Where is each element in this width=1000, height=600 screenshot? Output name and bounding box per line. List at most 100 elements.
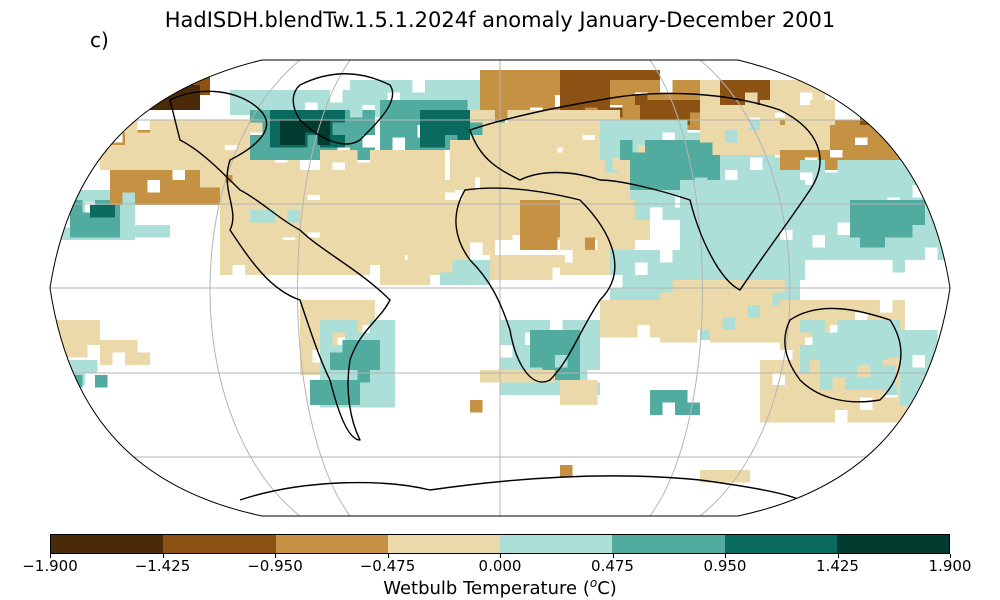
grid-cell — [582, 110, 595, 123]
grid-cell — [732, 80, 745, 93]
grid-cell — [342, 352, 355, 365]
grid-cell — [122, 167, 135, 180]
grid-cell — [347, 392, 360, 405]
grid-cell — [780, 300, 793, 313]
grid-cell — [85, 190, 98, 203]
grid-cell — [330, 352, 343, 365]
grid-cell — [900, 247, 913, 260]
grid-cell — [825, 247, 838, 260]
grid-cell — [750, 265, 763, 278]
grid-cell — [882, 365, 895, 378]
grid-cell — [420, 122, 433, 135]
grid-cell — [332, 175, 345, 188]
grid-cell — [570, 122, 583, 135]
grid-cell — [250, 147, 263, 160]
grid-cell — [610, 250, 623, 263]
grid-cell — [850, 200, 863, 213]
grid-cell — [812, 80, 825, 93]
grid-cell — [187, 97, 200, 110]
grid-cell — [517, 185, 530, 198]
grid-cell — [695, 152, 708, 165]
grid-cell — [760, 397, 773, 410]
grid-cell — [685, 330, 698, 343]
grid-cell — [850, 247, 863, 260]
grid-cell — [540, 267, 553, 280]
grid-cell — [710, 305, 723, 318]
grid-cell — [345, 162, 358, 175]
grid-cell — [775, 170, 788, 183]
grid-cell — [375, 80, 388, 93]
grid-cell — [785, 125, 798, 138]
grid-cell — [325, 300, 338, 313]
grid-cell — [810, 360, 823, 373]
panel-label: c) — [90, 28, 109, 52]
grid-cell — [310, 380, 323, 393]
grid-cell — [730, 205, 743, 218]
grid-cell — [292, 120, 305, 133]
grid-cell — [592, 185, 605, 198]
grid-cell — [367, 240, 380, 253]
grid-cell — [875, 247, 888, 260]
grid-cell — [665, 100, 678, 113]
grid-cell — [380, 125, 393, 138]
anomaly-map — [49, 59, 951, 517]
grid-cell — [792, 180, 805, 193]
grid-cell — [745, 80, 758, 93]
grid-cell — [635, 250, 648, 263]
grid-cell — [572, 262, 585, 275]
grid-cell — [800, 160, 813, 173]
grid-cell — [610, 212, 623, 225]
grid-cell — [632, 177, 645, 190]
grid-cell — [125, 80, 138, 93]
grid-cell — [280, 90, 293, 103]
grid-cell — [857, 340, 870, 353]
grid-cell — [855, 300, 868, 313]
grid-cell — [335, 392, 348, 405]
grid-cell — [850, 185, 863, 198]
grid-cell — [545, 237, 558, 250]
grid-cell — [610, 262, 623, 275]
grid-cell — [245, 182, 258, 195]
grid-cell — [172, 180, 185, 193]
grid-cell — [380, 260, 393, 273]
colorbar-tick-label: 1.425 — [816, 557, 859, 575]
grid-cell — [625, 120, 638, 133]
grid-cell — [697, 292, 710, 305]
grid-cell — [772, 410, 785, 423]
grid-cell — [137, 352, 150, 365]
grid-cell — [610, 80, 623, 93]
grid-cell — [332, 200, 345, 213]
graticule-line — [209, 60, 301, 516]
grid-cell — [280, 240, 293, 253]
grid-cell — [855, 125, 868, 138]
grid-cell — [650, 312, 663, 325]
grid-cell — [687, 402, 700, 415]
grid-cell — [750, 120, 763, 133]
grid-cell — [267, 252, 280, 265]
grid-cell — [500, 140, 513, 153]
grid-cell — [572, 95, 585, 108]
grid-cell — [505, 160, 518, 173]
grid-cell — [787, 170, 800, 183]
grid-cell — [125, 132, 138, 145]
grid-cell — [380, 230, 393, 243]
grid-cell — [635, 70, 648, 83]
grid-cell — [580, 185, 593, 198]
grid-cell — [775, 240, 788, 253]
grid-cell — [810, 100, 823, 113]
grid-cell — [157, 225, 170, 238]
grid-cell — [295, 110, 308, 123]
grid-cell — [700, 130, 713, 143]
grid-cell — [555, 330, 568, 343]
grid-cell — [292, 252, 305, 265]
grid-cell — [362, 80, 375, 93]
grid-cell — [320, 212, 333, 225]
grid-cell — [70, 375, 83, 388]
grid-cell — [162, 157, 175, 170]
grid-cell — [622, 105, 635, 118]
grid-cell — [880, 132, 893, 145]
grid-cell — [625, 300, 638, 313]
grid-cell — [457, 242, 470, 255]
grid-cell — [572, 200, 585, 213]
grid-cell — [797, 397, 810, 410]
